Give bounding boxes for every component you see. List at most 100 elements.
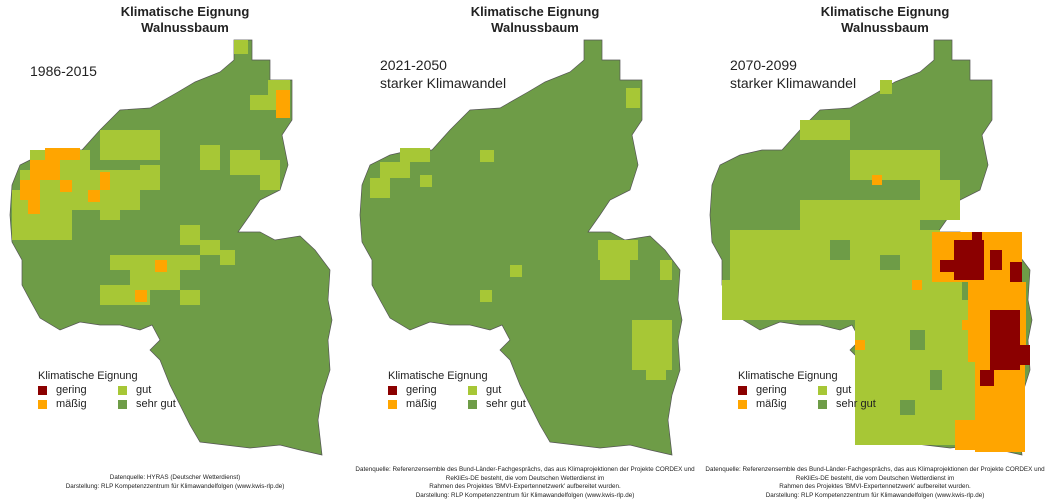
scenario-label: starker Klimawandel	[730, 75, 857, 91]
legend-swatch-gut	[118, 385, 127, 395]
cell-maessig	[912, 280, 922, 290]
title-line-1: Klimatische Eignung	[120, 4, 250, 19]
credit-line: Darstellung: RLP Kompetenzzentrum für Kl…	[415, 491, 635, 499]
data-source-line: Datenquelle: HYRAS (Deutscher Wetterdien…	[109, 474, 241, 481]
title-line-2: Walnussbaum	[141, 20, 229, 35]
cell-gut	[722, 280, 962, 320]
cell-gut	[632, 320, 672, 370]
cell-maessig	[30, 160, 60, 180]
legend-label-maessig: mäßig	[406, 398, 437, 410]
cell-gut	[510, 265, 522, 277]
suitability-map	[359, 39, 683, 456]
legend-swatch-sehr-gut	[468, 399, 477, 409]
cell-gut	[100, 130, 160, 160]
cell-gut	[420, 175, 432, 187]
legend-swatch-sehr-gut	[118, 399, 127, 409]
title-line-2: Walnussbaum	[841, 20, 929, 35]
cell-gering	[954, 240, 984, 280]
cell-sehr-gut	[880, 255, 900, 270]
cell-maessig	[962, 320, 972, 330]
legend-label-gut: gut	[836, 384, 852, 396]
period-years: 2021-2050	[380, 57, 447, 73]
cell-gering	[1018, 345, 1030, 365]
map-panel-1986-2015: Klimatische Eignung Walnussbaum 1986-201…	[0, 0, 350, 500]
cell-gut	[480, 290, 492, 302]
map-panel-2021-2050: Klimatische Eignung Walnussbaum 2021-205…	[350, 0, 700, 500]
cell-gering	[980, 370, 994, 386]
cell-maessig	[28, 200, 40, 214]
cell-sehr-gut	[930, 370, 942, 390]
data-source-line: Datenquelle: Referenzensemble des Bund-L…	[355, 466, 695, 482]
cell-gut	[646, 370, 666, 380]
legend-swatch-maessig	[38, 399, 47, 409]
cell-maessig	[20, 180, 40, 200]
cell-maessig	[100, 172, 110, 190]
cell-gut	[250, 95, 268, 110]
legend: Klimatische Eignung gering gut mäßig seh…	[38, 370, 206, 410]
cell-maessig	[155, 260, 167, 272]
cell-gut	[850, 150, 940, 180]
cell-maessig	[855, 340, 865, 350]
legend-swatch-gut	[468, 385, 477, 395]
legend-title: Klimatische Eignung	[38, 370, 138, 382]
orange-cells	[20, 90, 290, 302]
credits: Datenquelle: Referenzensemble des Bund-L…	[350, 466, 700, 500]
cell-gut	[260, 160, 280, 190]
legend-swatch-gering	[388, 385, 397, 395]
cell-gut	[400, 148, 430, 162]
legend: Klimatische Eignung gering gut mäßig seh…	[388, 370, 556, 410]
cell-gering	[972, 232, 982, 242]
legend-label-gut: gut	[136, 384, 152, 396]
cell-gut	[626, 88, 640, 108]
cell-maessig	[135, 290, 147, 302]
legend-label-sehr-gut: sehr gut	[486, 398, 526, 410]
scenario-label: starker Klimawandel	[380, 75, 507, 91]
legend-swatch-gering	[738, 385, 747, 395]
credit-line: Darstellung: RLP Kompetenzzentrum für Kl…	[765, 491, 985, 499]
legend-label-maessig: mäßig	[56, 398, 87, 410]
suitability-map	[709, 39, 1033, 456]
region-base	[359, 39, 683, 456]
cell-gut	[230, 150, 260, 175]
period-years: 1986-2015	[30, 63, 97, 79]
cell-gut	[920, 180, 960, 220]
cell-gering	[990, 250, 1002, 270]
legend-title: Klimatische Eignung	[738, 370, 838, 382]
cell-maessig	[872, 175, 882, 185]
cell-gut	[140, 165, 160, 190]
cell-gut	[180, 290, 200, 305]
cell-gut	[800, 120, 850, 140]
legend-label-gut: gut	[486, 384, 502, 396]
credits: Datenquelle: HYRAS (Deutscher Wetterdien…	[0, 474, 350, 491]
legend-label-sehr-gut: sehr gut	[136, 398, 176, 410]
map-title: Klimatische Eignung Walnussbaum	[60, 4, 310, 36]
map-panel-2070-2099: Klimatische Eignung Walnussbaum 2070-209…	[700, 0, 1050, 500]
dark-green-cells	[830, 240, 942, 415]
light-green-cells	[370, 88, 672, 380]
legend: Klimatische Eignung gering gut mäßig seh…	[738, 370, 906, 410]
cell-gut	[200, 240, 220, 255]
cell-gut	[100, 210, 120, 220]
cell-sehr-gut	[900, 400, 915, 415]
cell-gut	[220, 250, 235, 265]
dark-red-cells	[940, 232, 1030, 386]
credits: Datenquelle: Referenzensemble des Bund-L…	[700, 466, 1050, 500]
cell-maessig	[45, 148, 80, 160]
legend-label-gering: gering	[406, 384, 437, 396]
period-label: 1986-2015	[30, 62, 97, 80]
cell-gut	[660, 260, 672, 280]
cell-gut	[380, 162, 410, 178]
cell-gering	[940, 260, 954, 272]
cell-gut	[600, 260, 630, 280]
legend-swatch-maessig	[738, 399, 747, 409]
cell-gut	[880, 80, 892, 94]
period-years: 2070-2099	[730, 57, 797, 73]
data-source-line: Datenquelle: Referenzensemble des Bund-L…	[705, 466, 1045, 482]
legend-label-sehr-gut: sehr gut	[836, 398, 876, 410]
legend-swatch-sehr-gut	[818, 399, 827, 409]
cell-gut	[598, 240, 638, 260]
title-line-1: Klimatische Eignung	[470, 4, 600, 19]
cell-gering	[1010, 262, 1022, 282]
data-source-line-2: Rahmen des Projektes 'BMVI-Expertennetzw…	[779, 483, 971, 490]
cell-gut	[200, 145, 220, 170]
